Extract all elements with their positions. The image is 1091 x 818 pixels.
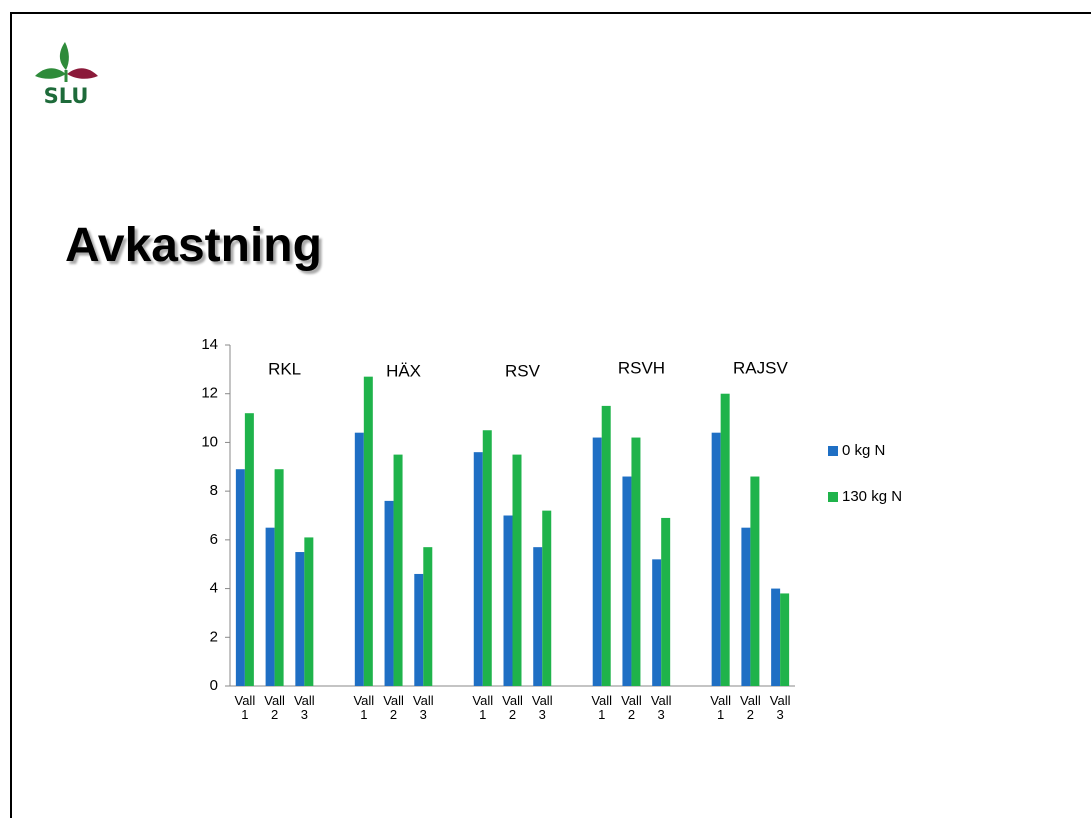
- group-label: HÄX: [386, 361, 421, 380]
- group-label: RSV: [505, 361, 541, 380]
- bar: [780, 593, 790, 686]
- y-tick-label: 14: [201, 336, 218, 353]
- y-tick-label: 10: [201, 433, 218, 450]
- x-tick-label: Vall 1: [234, 693, 256, 722]
- bar: [652, 559, 662, 686]
- bar: [750, 476, 760, 686]
- bar: [295, 552, 305, 686]
- logo-leaf: [67, 68, 98, 79]
- bar: [482, 430, 492, 686]
- bar: [393, 454, 403, 686]
- bar: [304, 537, 314, 686]
- legend-swatch: [828, 446, 838, 456]
- bar: [720, 393, 730, 686]
- x-tick-label: Vall 1: [353, 693, 375, 722]
- bar: [354, 432, 364, 686]
- group-label: RSVH: [618, 358, 665, 377]
- chart-title: Avkastning: [65, 219, 322, 272]
- bar: [533, 547, 543, 686]
- bar: [363, 376, 373, 686]
- y-tick-label: 0: [210, 677, 218, 694]
- x-tick-label: Vall 2: [502, 693, 523, 722]
- bar: [741, 527, 751, 686]
- x-tick-label: Vall 3: [412, 693, 434, 722]
- x-tick-label: Vall 3: [650, 693, 672, 722]
- bar: [244, 413, 254, 686]
- bar: [771, 588, 781, 686]
- logo-leaf: [35, 68, 66, 79]
- x-tick-label: Vall 2: [383, 693, 404, 722]
- bar: [711, 432, 721, 686]
- bar: [661, 517, 671, 686]
- y-tick-label: 4: [210, 580, 218, 597]
- group-label: RKL: [268, 359, 301, 378]
- x-tick-label: Vall 2: [621, 693, 642, 722]
- x-tick-label: Vall 3: [293, 693, 315, 722]
- x-tick-label: Vall 1: [591, 693, 613, 722]
- bar: [601, 405, 611, 686]
- legend-label: 130 kg N: [842, 488, 902, 505]
- x-tick-label: Vall 2: [740, 693, 761, 722]
- logo-leaf: [59, 42, 69, 70]
- x-tick-label: Vall 3: [769, 693, 791, 722]
- x-tick-label: Vall 2: [264, 693, 285, 722]
- logo: SLU: [35, 42, 98, 108]
- group-label: RAJSV: [733, 358, 788, 377]
- y-tick-label: 6: [210, 531, 218, 548]
- bar: [512, 454, 522, 686]
- slide-frame: [10, 12, 1091, 818]
- bar: [622, 476, 632, 686]
- x-tick-label: Vall 1: [710, 693, 732, 722]
- bar: [274, 469, 284, 686]
- bar: [265, 527, 275, 686]
- bar: [592, 437, 602, 686]
- bar: [542, 510, 552, 686]
- y-tick-label: 2: [210, 628, 218, 645]
- y-tick-label: 8: [210, 482, 218, 499]
- y-tick-label: 12: [201, 385, 218, 402]
- bar: [235, 469, 245, 686]
- bar: [384, 500, 394, 686]
- x-tick-label: Vall 3: [531, 693, 553, 722]
- bar: [414, 573, 424, 686]
- bar: [631, 437, 641, 686]
- bar: [503, 515, 513, 686]
- logo-text: SLU: [44, 84, 89, 108]
- legend-swatch: [828, 492, 838, 502]
- legend-label: 0 kg N: [842, 442, 885, 459]
- x-tick-label: Vall 1: [472, 693, 494, 722]
- bar: [423, 547, 433, 686]
- bar: [473, 452, 483, 686]
